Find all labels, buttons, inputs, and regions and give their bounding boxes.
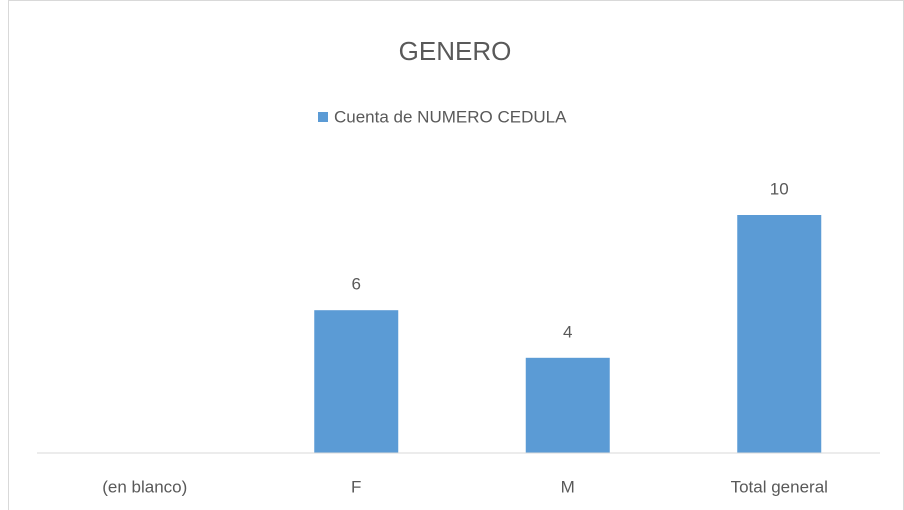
bar (314, 310, 399, 453)
x-tick-label: (en blanco) (102, 477, 187, 496)
data-label: 4 (563, 322, 572, 341)
data-label: 6 (352, 275, 361, 294)
data-label: 10 (770, 179, 789, 198)
bar (525, 357, 610, 453)
chart-title: GENERO (399, 36, 512, 66)
legend-label: Cuenta de NUMERO CEDULA (334, 107, 567, 126)
bar (737, 215, 822, 453)
x-tick-label: M (561, 477, 575, 496)
x-tick-label: Total general (731, 477, 828, 496)
legend-swatch (318, 112, 328, 122)
x-tick-label: F (351, 477, 361, 496)
